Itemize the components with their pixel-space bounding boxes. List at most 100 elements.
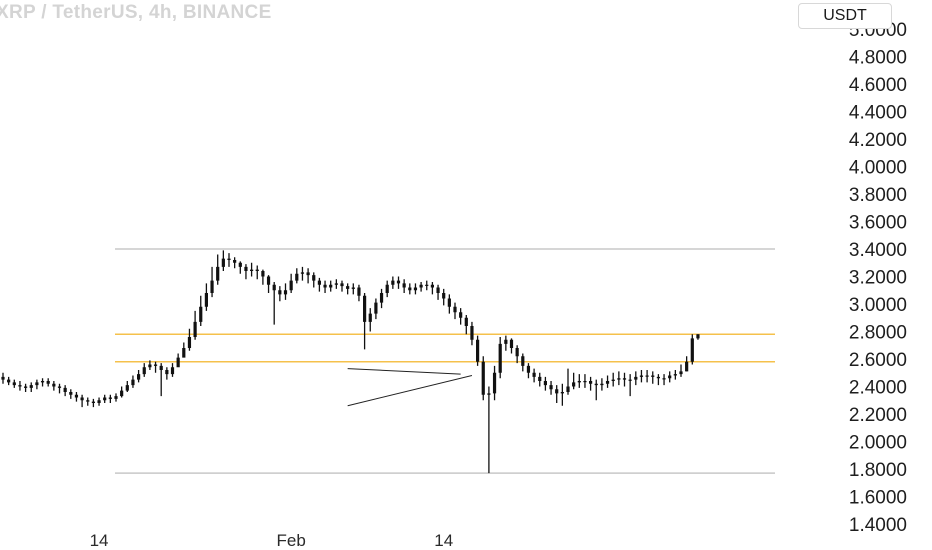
candle bbox=[255, 265, 259, 280]
candle bbox=[272, 282, 276, 325]
x-tick-label: 14 bbox=[434, 531, 453, 550]
y-tick-label: 2.6000 bbox=[849, 350, 907, 371]
candle bbox=[12, 379, 16, 388]
candle bbox=[295, 268, 299, 284]
candle bbox=[153, 361, 158, 373]
candle bbox=[668, 371, 672, 383]
candle bbox=[210, 266, 214, 298]
candle bbox=[278, 286, 282, 302]
candle bbox=[346, 283, 350, 295]
candle bbox=[63, 385, 67, 397]
candle bbox=[35, 379, 39, 390]
candle bbox=[555, 385, 559, 403]
candle bbox=[379, 288, 384, 309]
candle bbox=[103, 394, 107, 403]
candle bbox=[515, 345, 519, 364]
triangle-upper-line bbox=[347, 368, 461, 375]
candle bbox=[193, 310, 197, 340]
candle bbox=[351, 283, 355, 295]
candle bbox=[18, 381, 22, 391]
y-tick-label: 2.8000 bbox=[849, 323, 907, 344]
y-tick-label: 3.4000 bbox=[849, 240, 907, 261]
candle bbox=[413, 283, 418, 295]
y-tick-label: 4.6000 bbox=[849, 75, 907, 96]
chart-title: XRP / TetherUS, 4h, BINANCE bbox=[0, 2, 272, 23]
candle bbox=[408, 283, 412, 295]
candle bbox=[57, 383, 62, 394]
candle bbox=[306, 268, 310, 284]
candle bbox=[176, 353, 180, 368]
candle bbox=[250, 262, 254, 277]
candle bbox=[182, 342, 186, 358]
candle bbox=[605, 375, 610, 388]
candle bbox=[577, 374, 581, 388]
candle bbox=[600, 378, 604, 391]
candle bbox=[690, 334, 694, 365]
candle bbox=[476, 335, 480, 366]
y-tick-label: 3.0000 bbox=[849, 295, 907, 316]
candle bbox=[673, 370, 677, 380]
candle bbox=[363, 293, 367, 350]
candle bbox=[532, 368, 536, 383]
y-tick-label: 2.0000 bbox=[849, 433, 907, 454]
currency-button[interactable]: USDT bbox=[798, 3, 892, 29]
horizontal-levels bbox=[115, 248, 775, 474]
candle bbox=[459, 308, 463, 325]
candle bbox=[24, 383, 28, 392]
candle bbox=[357, 284, 361, 302]
y-tick-label: 4.0000 bbox=[849, 158, 907, 179]
candle bbox=[447, 294, 451, 314]
candle bbox=[80, 394, 84, 408]
candle bbox=[108, 394, 112, 403]
candle bbox=[442, 288, 446, 306]
candle bbox=[679, 364, 683, 377]
candle bbox=[97, 397, 101, 406]
candle bbox=[504, 335, 508, 351]
candle bbox=[396, 276, 401, 289]
candle bbox=[91, 398, 95, 408]
candle bbox=[425, 280, 429, 291]
candle bbox=[430, 282, 434, 295]
candle bbox=[40, 378, 45, 387]
triangle-lower-line bbox=[347, 375, 473, 407]
candle bbox=[227, 253, 231, 267]
candle bbox=[120, 386, 124, 398]
candles bbox=[1, 250, 700, 474]
time-axis[interactable]: 14 Feb 14 bbox=[90, 531, 454, 550]
candle bbox=[300, 266, 305, 281]
candle bbox=[498, 337, 502, 379]
candle bbox=[402, 279, 406, 293]
candle bbox=[470, 321, 474, 346]
candle bbox=[589, 376, 593, 391]
candle bbox=[317, 277, 321, 292]
candle bbox=[634, 371, 638, 386]
candle bbox=[374, 298, 378, 320]
y-tick-label: 1.8000 bbox=[849, 460, 907, 481]
candle bbox=[142, 363, 146, 377]
price-axis[interactable]: 5.00004.80004.60004.40004.20004.00003.80… bbox=[849, 20, 907, 536]
candle bbox=[656, 374, 660, 386]
y-tick-label: 1.4000 bbox=[849, 515, 907, 536]
candle bbox=[114, 393, 118, 402]
candle bbox=[560, 383, 564, 406]
y-tick-label: 2.2000 bbox=[849, 405, 907, 426]
y-tick-label: 3.8000 bbox=[849, 185, 907, 206]
candle bbox=[391, 276, 395, 289]
candle bbox=[543, 376, 547, 391]
candle bbox=[221, 250, 225, 271]
candle bbox=[583, 374, 587, 388]
candle bbox=[368, 308, 372, 332]
triangle-pattern bbox=[347, 368, 473, 407]
candle bbox=[572, 372, 576, 390]
candle bbox=[594, 379, 598, 401]
candle bbox=[685, 356, 689, 372]
candle bbox=[622, 372, 627, 387]
candle bbox=[329, 280, 333, 292]
candle bbox=[340, 280, 344, 292]
candle bbox=[385, 280, 389, 298]
y-tick-label: 4.8000 bbox=[849, 48, 907, 69]
candle bbox=[204, 283, 208, 311]
candle bbox=[566, 368, 570, 395]
candle bbox=[492, 365, 497, 401]
